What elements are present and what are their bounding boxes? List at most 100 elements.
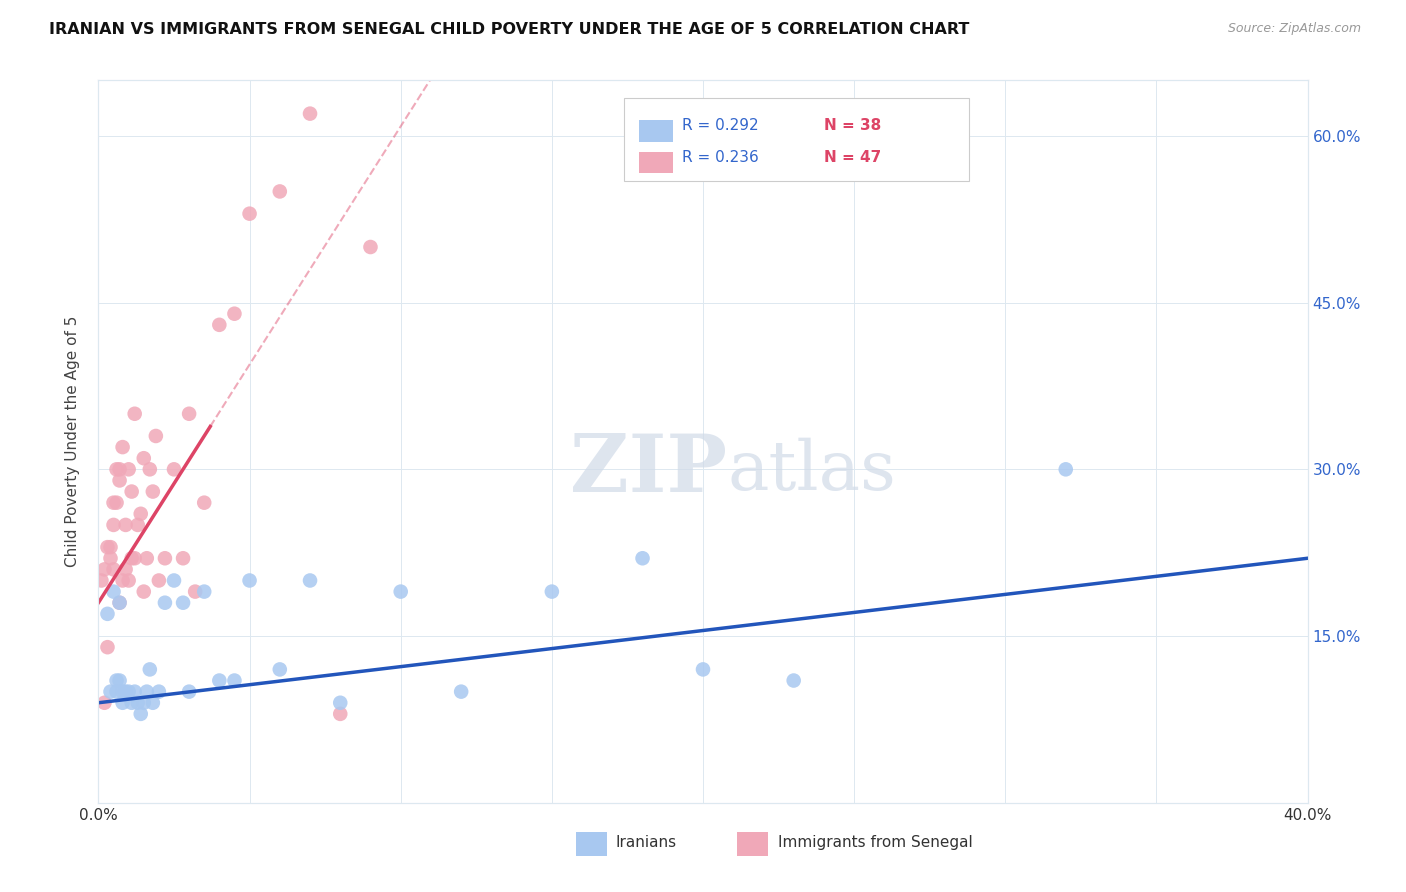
Point <box>172 596 194 610</box>
Text: Iranians: Iranians <box>616 835 678 850</box>
Point <box>108 596 131 610</box>
Point <box>179 407 201 421</box>
Point <box>108 474 131 488</box>
Point <box>103 562 125 576</box>
Y-axis label: Child Poverty Under the Age of 5: Child Poverty Under the Age of 5 <box>65 316 80 567</box>
Text: N = 47: N = 47 <box>824 150 882 165</box>
Point <box>132 451 155 466</box>
Point <box>269 662 291 676</box>
FancyBboxPatch shape <box>576 832 607 855</box>
Point <box>239 574 262 588</box>
Point <box>100 540 122 554</box>
Point <box>124 551 146 566</box>
Point <box>329 706 352 721</box>
Point <box>108 596 131 610</box>
Point <box>121 484 143 499</box>
Point <box>184 584 207 599</box>
FancyBboxPatch shape <box>638 152 673 173</box>
Point <box>142 696 165 710</box>
Point <box>360 240 382 254</box>
Point <box>299 574 322 588</box>
Point <box>145 429 167 443</box>
Point <box>103 584 125 599</box>
Point <box>135 684 157 698</box>
Point <box>114 684 136 698</box>
Point <box>208 673 231 688</box>
Point <box>124 407 146 421</box>
Text: atlas: atlas <box>727 437 896 504</box>
Point <box>224 673 246 688</box>
Point <box>1054 462 1077 476</box>
Point <box>329 696 352 710</box>
Point <box>299 106 322 120</box>
Point <box>692 662 714 676</box>
FancyBboxPatch shape <box>638 120 673 142</box>
Point <box>163 574 186 588</box>
Text: ZIP: ZIP <box>571 432 727 509</box>
Point <box>100 684 122 698</box>
Point <box>121 696 143 710</box>
Point <box>127 696 149 710</box>
Point <box>108 462 131 476</box>
Point <box>129 706 152 721</box>
Point <box>118 462 141 476</box>
Point <box>90 574 112 588</box>
Point <box>118 684 141 698</box>
Text: R = 0.292: R = 0.292 <box>682 119 759 133</box>
Point <box>108 673 131 688</box>
Point <box>208 318 231 332</box>
Point <box>540 584 562 599</box>
Point <box>153 596 176 610</box>
Point <box>105 462 128 476</box>
Point <box>148 574 170 588</box>
Point <box>132 696 155 710</box>
Point <box>163 462 186 476</box>
Point <box>96 607 118 621</box>
FancyBboxPatch shape <box>737 832 768 855</box>
Point <box>111 574 134 588</box>
Point <box>114 562 136 576</box>
Point <box>118 574 141 588</box>
Point <box>193 496 215 510</box>
Point <box>631 551 654 566</box>
Point <box>93 696 115 710</box>
Point <box>129 507 152 521</box>
Text: Source: ZipAtlas.com: Source: ZipAtlas.com <box>1227 22 1361 36</box>
Point <box>132 584 155 599</box>
Point <box>121 551 143 566</box>
Point <box>224 307 246 321</box>
Point <box>142 484 165 499</box>
Point <box>389 584 412 599</box>
Point <box>139 662 162 676</box>
Point <box>153 551 176 566</box>
Point <box>100 551 122 566</box>
Text: N = 38: N = 38 <box>824 119 882 133</box>
Point <box>103 496 125 510</box>
Point <box>103 517 125 532</box>
Point <box>783 673 806 688</box>
Text: R = 0.236: R = 0.236 <box>682 150 759 165</box>
Point <box>124 684 146 698</box>
Point <box>96 640 118 655</box>
Point <box>193 584 215 599</box>
Point <box>93 562 115 576</box>
Point <box>111 684 134 698</box>
Point <box>172 551 194 566</box>
Point <box>111 696 134 710</box>
Point <box>114 517 136 532</box>
Point <box>127 517 149 532</box>
Point <box>96 540 118 554</box>
Point <box>135 551 157 566</box>
Point <box>239 207 262 221</box>
Point <box>105 684 128 698</box>
Text: Immigrants from Senegal: Immigrants from Senegal <box>778 835 973 850</box>
Point <box>105 673 128 688</box>
Point <box>450 684 472 698</box>
Point <box>269 185 291 199</box>
Point <box>105 496 128 510</box>
Text: IRANIAN VS IMMIGRANTS FROM SENEGAL CHILD POVERTY UNDER THE AGE OF 5 CORRELATION : IRANIAN VS IMMIGRANTS FROM SENEGAL CHILD… <box>49 22 970 37</box>
Point <box>179 684 201 698</box>
Point <box>139 462 162 476</box>
Point <box>111 440 134 454</box>
Point <box>148 684 170 698</box>
